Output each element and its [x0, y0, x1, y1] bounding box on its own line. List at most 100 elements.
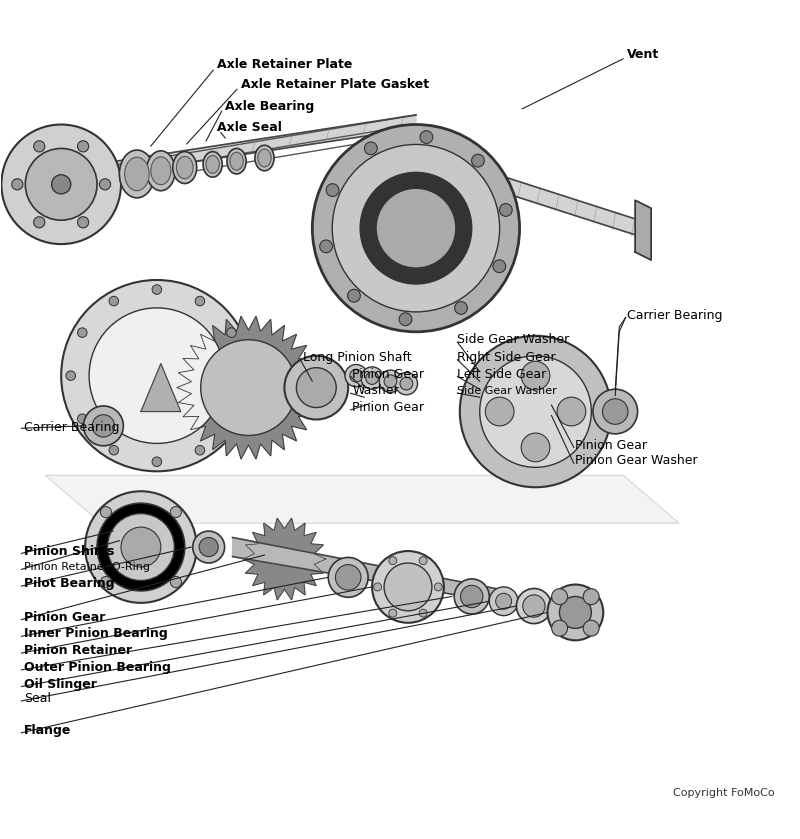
Circle shape [152, 284, 162, 294]
Circle shape [583, 620, 599, 636]
Text: Seal: Seal [24, 692, 50, 705]
Polygon shape [233, 538, 512, 604]
Circle shape [559, 597, 591, 628]
Circle shape [195, 296, 205, 306]
Circle shape [399, 313, 412, 326]
Text: Axle Bearing: Axle Bearing [225, 100, 314, 112]
Text: Axle Retainer Plate: Axle Retainer Plate [217, 58, 352, 71]
Circle shape [326, 184, 339, 196]
Circle shape [100, 576, 111, 587]
Circle shape [199, 538, 218, 556]
Circle shape [434, 583, 442, 591]
Text: Axle Seal: Axle Seal [217, 121, 282, 134]
Text: Pinion Retainer: Pinion Retainer [24, 644, 132, 657]
Text: Side Gear Washer: Side Gear Washer [458, 386, 557, 396]
Polygon shape [416, 149, 639, 236]
Circle shape [312, 124, 519, 331]
Circle shape [389, 557, 397, 565]
Polygon shape [635, 201, 651, 260]
Circle shape [552, 620, 567, 636]
Circle shape [238, 371, 248, 380]
Circle shape [420, 131, 433, 143]
Circle shape [332, 144, 500, 312]
Text: Pinion Shims: Pinion Shims [24, 545, 114, 558]
Ellipse shape [203, 152, 222, 177]
Text: Inner Pinion Bearing: Inner Pinion Bearing [24, 628, 167, 640]
Ellipse shape [230, 152, 243, 170]
Circle shape [389, 609, 397, 618]
Circle shape [547, 585, 603, 640]
Circle shape [583, 589, 599, 605]
Circle shape [92, 414, 114, 437]
Text: Pinion Gear: Pinion Gear [575, 439, 647, 451]
Circle shape [296, 367, 336, 408]
Circle shape [602, 399, 628, 425]
Circle shape [522, 595, 545, 618]
Circle shape [521, 362, 550, 390]
Text: Outer Pinion Bearing: Outer Pinion Bearing [24, 661, 170, 674]
Text: Copyright FoMoCo: Copyright FoMoCo [673, 788, 774, 798]
Circle shape [89, 308, 225, 444]
Circle shape [366, 372, 378, 384]
Circle shape [78, 141, 89, 152]
Ellipse shape [119, 150, 154, 198]
Circle shape [552, 589, 567, 605]
Text: Side Gear Washer: Side Gear Washer [458, 333, 570, 347]
Text: Right Side Gear: Right Side Gear [458, 351, 556, 364]
Ellipse shape [125, 157, 149, 190]
Circle shape [335, 565, 361, 590]
Circle shape [461, 586, 483, 607]
Ellipse shape [173, 152, 197, 184]
Text: Carrier Bearing: Carrier Bearing [627, 310, 722, 322]
Circle shape [454, 579, 490, 614]
Circle shape [285, 356, 348, 420]
Polygon shape [34, 115, 416, 186]
Circle shape [34, 216, 45, 228]
Circle shape [61, 280, 253, 472]
Circle shape [419, 609, 427, 618]
Circle shape [345, 364, 367, 387]
Circle shape [320, 240, 333, 253]
Text: Pinion Gear Washer: Pinion Gear Washer [575, 455, 698, 467]
Circle shape [34, 141, 45, 152]
Ellipse shape [258, 149, 271, 167]
Text: Pinion Gear: Pinion Gear [352, 401, 424, 414]
Circle shape [516, 588, 551, 623]
Text: Flange: Flange [24, 724, 71, 737]
Circle shape [83, 406, 123, 446]
Circle shape [499, 204, 512, 216]
Circle shape [486, 397, 514, 426]
Ellipse shape [146, 151, 175, 190]
Circle shape [480, 356, 591, 467]
Circle shape [99, 179, 110, 190]
Circle shape [360, 172, 472, 284]
Circle shape [419, 557, 427, 565]
Circle shape [121, 527, 161, 567]
Ellipse shape [255, 145, 274, 171]
Circle shape [374, 583, 382, 591]
Circle shape [460, 336, 611, 487]
Circle shape [193, 531, 225, 563]
Ellipse shape [227, 149, 246, 174]
Circle shape [66, 371, 75, 380]
Circle shape [493, 260, 506, 273]
Circle shape [328, 557, 368, 597]
Polygon shape [243, 519, 326, 600]
Circle shape [107, 513, 174, 581]
Text: Carrier Bearing: Carrier Bearing [24, 421, 119, 434]
Circle shape [12, 179, 23, 190]
Circle shape [379, 370, 402, 393]
Circle shape [365, 142, 378, 154]
Circle shape [384, 375, 397, 388]
Text: Pinion Gear: Pinion Gear [24, 611, 105, 623]
Circle shape [361, 367, 383, 389]
Circle shape [521, 433, 550, 461]
Circle shape [400, 378, 413, 390]
Circle shape [100, 507, 111, 518]
Circle shape [109, 296, 118, 306]
Text: Left Side Gear: Left Side Gear [458, 367, 546, 381]
Circle shape [195, 446, 205, 455]
Circle shape [372, 551, 444, 623]
Text: Pinion Gear: Pinion Gear [352, 367, 424, 381]
Circle shape [170, 576, 182, 587]
